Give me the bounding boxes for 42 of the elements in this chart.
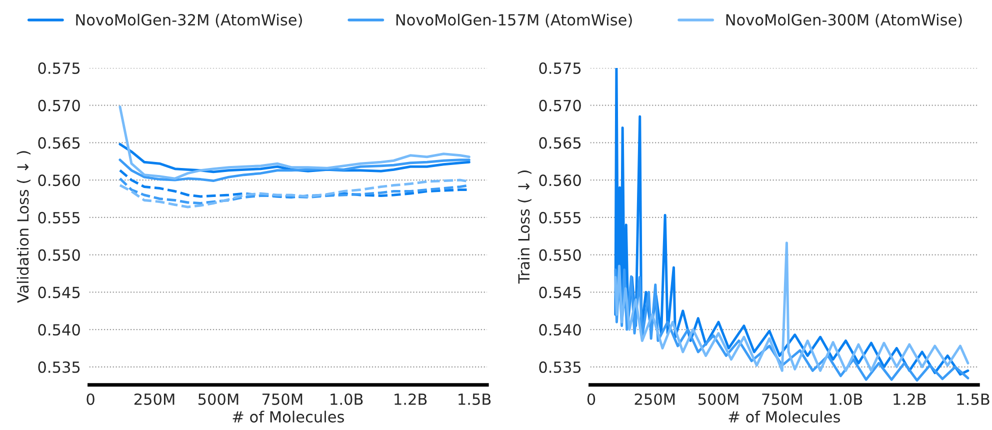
y-tick-label: 0.555 (539, 212, 581, 224)
x-tick-label: 1.2B (394, 393, 427, 405)
y-tick-label: 0.560 (38, 174, 80, 186)
x-tick-label: 250M (134, 393, 174, 406)
y-tick-label: 0.550 (38, 249, 80, 261)
x-tick-label: 500M (198, 393, 238, 406)
y-tick-label: 0.575 (38, 62, 80, 74)
x-tick-label: 250M (634, 393, 675, 406)
x-tick-label: 0 (587, 393, 596, 406)
x-tick-label: 750M (262, 393, 302, 406)
y-tick-label: 0.570 (38, 100, 80, 112)
x-tick-label: 1.5B (957, 394, 990, 406)
y-tick-label: 0.540 (539, 324, 581, 336)
y-tick-label: 0.575 (539, 62, 581, 74)
y-tick-label: 0.555 (38, 212, 80, 224)
line-series (118, 106, 470, 180)
x-axis-title: # of Molecules (728, 410, 840, 423)
x-tick-label: 500M (698, 393, 738, 406)
y-tick-label: 0.535 (539, 361, 581, 373)
y-axis-title: Validation Loss ( ↓ ) (16, 151, 30, 303)
line-series (614, 242, 970, 372)
y-tick-label: 0.545 (38, 286, 80, 298)
line-series (118, 158, 470, 182)
x-tick-label: 0 (86, 393, 94, 406)
legend-label: NovoMolGen-32M (AtomWise) (76, 14, 302, 28)
legend-label: NovoMolGen-300M (AtomWise) (726, 14, 962, 28)
y-tick-label: 0.550 (539, 249, 581, 261)
y-tick-label: 0.560 (539, 174, 581, 186)
y-axis-title: Train Loss ( ↓ ) (518, 170, 532, 284)
x-tick-label: 750M (762, 393, 802, 406)
y-tick-label: 0.545 (539, 286, 581, 298)
y-tick-label: 0.565 (38, 137, 80, 149)
legend-label: NovoMolGen-157M (AtomWise) (396, 14, 632, 28)
x-tick-label: 1.0B (330, 393, 363, 406)
x-tick-label: 1.0B (830, 393, 862, 406)
y-tick-label: 0.565 (539, 137, 581, 149)
x-axis-title: # of Molecules (232, 410, 344, 423)
y-tick-label: 0.570 (539, 100, 581, 112)
y-tick-label: 0.540 (38, 324, 80, 336)
x-tick-label: 1.5B (458, 394, 491, 406)
y-tick-label: 0.535 (38, 361, 80, 373)
x-tick-label: 1.2B (894, 393, 926, 405)
